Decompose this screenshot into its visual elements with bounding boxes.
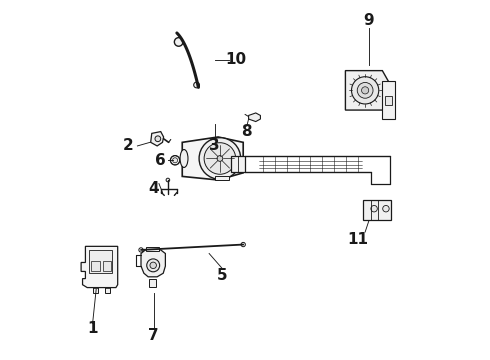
- Circle shape: [166, 178, 170, 182]
- Polygon shape: [382, 81, 394, 119]
- Polygon shape: [81, 246, 118, 288]
- Text: 2: 2: [123, 139, 134, 153]
- Polygon shape: [248, 113, 260, 122]
- Polygon shape: [151, 132, 164, 146]
- Circle shape: [351, 77, 379, 104]
- Circle shape: [194, 82, 199, 88]
- Bar: [93, 287, 98, 293]
- Circle shape: [357, 82, 373, 98]
- Bar: [385, 96, 392, 105]
- Bar: [149, 279, 156, 287]
- Text: 5: 5: [217, 267, 227, 283]
- Polygon shape: [182, 137, 243, 180]
- Circle shape: [139, 248, 143, 252]
- Polygon shape: [141, 250, 166, 277]
- Circle shape: [241, 242, 245, 247]
- Text: 8: 8: [242, 124, 252, 139]
- Text: 6: 6: [155, 153, 166, 168]
- Bar: [105, 287, 110, 293]
- Bar: [364, 201, 392, 220]
- Text: 9: 9: [364, 13, 374, 28]
- Ellipse shape: [180, 149, 188, 167]
- Circle shape: [147, 259, 160, 272]
- Polygon shape: [345, 71, 389, 110]
- Text: 3: 3: [209, 139, 220, 153]
- Polygon shape: [231, 156, 245, 172]
- Circle shape: [362, 87, 368, 94]
- Text: 7: 7: [148, 328, 159, 343]
- Circle shape: [217, 156, 223, 161]
- Bar: [91, 261, 100, 271]
- Circle shape: [155, 136, 161, 141]
- Circle shape: [383, 206, 389, 212]
- Circle shape: [171, 156, 180, 165]
- Text: 4: 4: [148, 181, 159, 197]
- Bar: [89, 250, 112, 273]
- Circle shape: [371, 206, 377, 212]
- Bar: [147, 247, 159, 251]
- Circle shape: [174, 38, 183, 46]
- Circle shape: [172, 158, 177, 163]
- Text: 10: 10: [225, 52, 246, 67]
- Circle shape: [150, 262, 156, 269]
- Text: 1: 1: [87, 321, 98, 336]
- Circle shape: [204, 143, 236, 174]
- Circle shape: [199, 138, 241, 179]
- Text: 11: 11: [347, 232, 368, 247]
- Bar: [102, 261, 111, 271]
- Bar: [215, 176, 229, 180]
